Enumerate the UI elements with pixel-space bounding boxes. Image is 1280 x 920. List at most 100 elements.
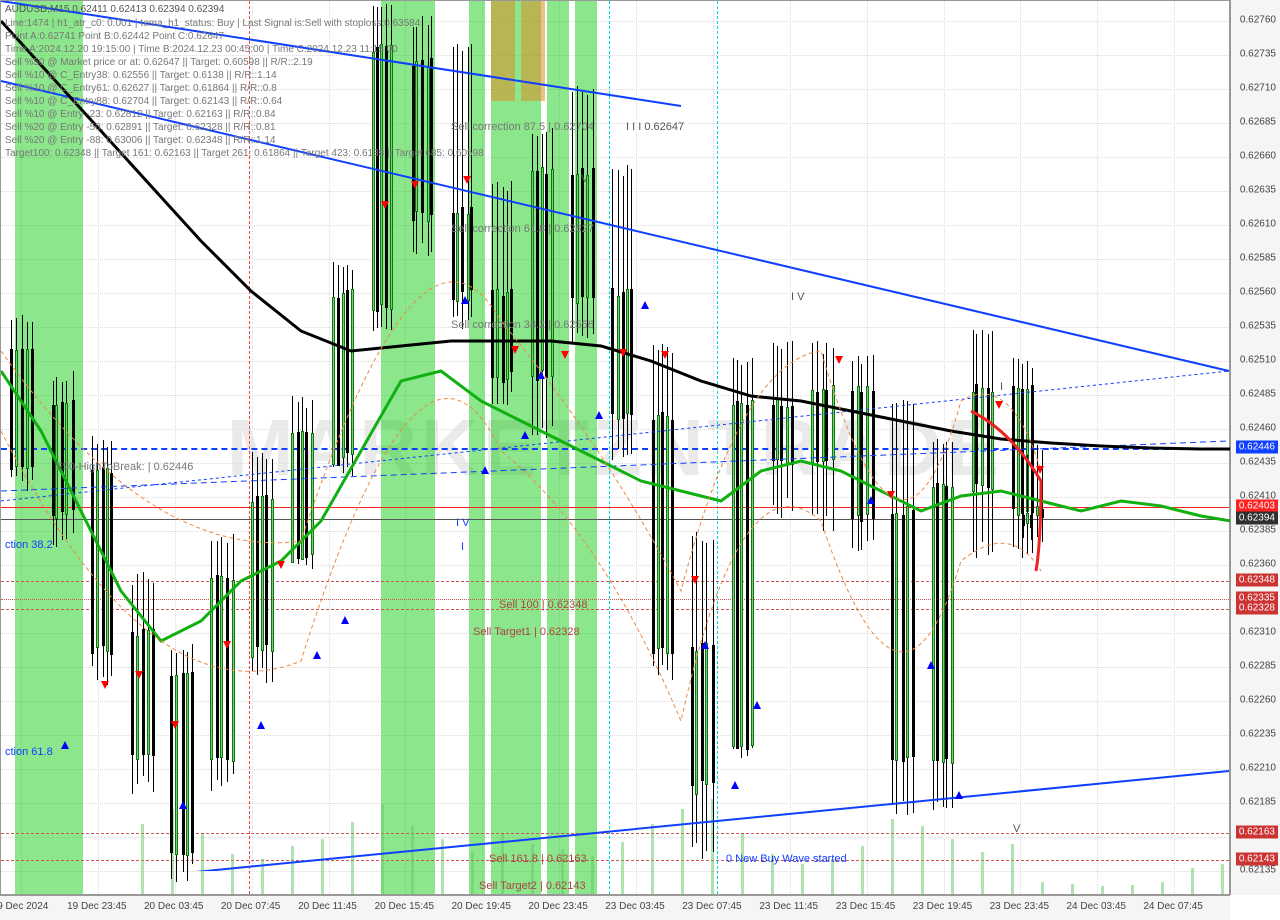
info-line-11: Target100: 0.62348 || Target 161: 0.6216… [5, 147, 484, 161]
candlestick [751, 400, 754, 746]
candlestick [975, 384, 978, 484]
candlestick [301, 431, 304, 560]
arrow-down-icon [691, 576, 699, 584]
arrow-up-icon [481, 466, 489, 474]
x-tick-label: 23 Dec 15:45 [836, 901, 896, 912]
candlestick [102, 467, 105, 646]
chart-annotation: Sell correction 38.2 | 0.62556 [451, 319, 594, 331]
horizontal-level [1, 581, 1229, 582]
y-tick-label: 0.62510 [1240, 355, 1276, 366]
chart-annotation: ction 61.8 [5, 746, 53, 758]
candlestick [261, 496, 264, 651]
candlestick [21, 349, 24, 467]
candlestick [491, 290, 494, 378]
volume-bar [951, 839, 954, 894]
candlestick [816, 392, 819, 461]
volume-bar [1131, 885, 1134, 894]
info-line-5: Sell %10 @ C_Entry38: 0.62556 || Target:… [5, 69, 277, 83]
info-line-3: Time A:2024.12.20 19:15:00 | Time B:2024… [5, 43, 398, 57]
y-tick-label: 0.62760 [1240, 15, 1276, 26]
chart-annotation: V [581, 173, 588, 185]
candlestick [376, 47, 379, 312]
candlestick [421, 60, 424, 213]
x-tick-label: 23 Dec 23:45 [990, 901, 1050, 912]
candlestick [385, 46, 388, 308]
x-tick-label: 19 Dec 23:45 [67, 901, 127, 912]
candlestick [342, 293, 345, 458]
arrow-down-icon [171, 721, 179, 729]
candlestick [1036, 506, 1039, 516]
candlestick [936, 483, 939, 760]
volume-bar [1191, 868, 1194, 894]
candlestick [851, 391, 854, 518]
x-tick-label: 24 Dec 03:45 [1067, 901, 1127, 912]
candlestick [390, 45, 393, 310]
chart-title: AUDUSD,M15 0.62411 0.62413 0.62394 0.623… [5, 3, 224, 17]
candlestick [147, 630, 150, 756]
info-line-9: Sell %20 @ Entry -50: 0.62891 || Target:… [5, 121, 276, 135]
candlestick [691, 647, 694, 786]
candlestick [732, 405, 735, 747]
candlestick [780, 406, 783, 461]
candlestick [832, 385, 835, 461]
info-line-1: Line:1474 | h1_atr_c0: 0.001 | tema_h1_s… [5, 17, 420, 31]
candlestick [576, 174, 579, 304]
chart-annotation: I [1000, 381, 1003, 393]
arrow-down-icon [511, 346, 519, 354]
chart-annotation: Sell 161.8 | 0.62163 [489, 853, 587, 865]
y-axis: 0.621350.621600.621850.622100.622350.622… [1230, 0, 1280, 895]
candlestick [1017, 388, 1020, 516]
candlestick [226, 578, 229, 761]
chart-annotation: Sell Target1 | 0.62328 [473, 626, 580, 638]
y-tick-label: 0.62385 [1240, 525, 1276, 536]
candlestick [351, 289, 354, 456]
candlestick [661, 412, 664, 648]
y-tick-label: 0.62235 [1240, 729, 1276, 740]
candlestick [291, 433, 294, 562]
y-tick-label: 0.62360 [1240, 559, 1276, 570]
candlestick [740, 403, 743, 747]
candlestick [545, 174, 548, 379]
chart-annotation: I V [791, 291, 804, 303]
y-tick-label: 0.62710 [1240, 83, 1276, 94]
candlestick [571, 175, 574, 298]
volume-bar [231, 854, 234, 894]
candlestick [186, 673, 189, 855]
candlestick [372, 52, 375, 311]
y-tick-label: 0.62660 [1240, 151, 1276, 162]
y-tick-label: 0.62610 [1240, 219, 1276, 230]
candlestick [265, 495, 268, 645]
volume-bar [201, 834, 204, 894]
candlestick [175, 675, 178, 854]
candlestick [902, 515, 905, 762]
candlestick [772, 405, 775, 461]
candlestick [191, 672, 194, 854]
candlestick [26, 349, 29, 468]
candlestick [987, 388, 990, 488]
chart-annotation: 0 New Buy Wave started [726, 853, 847, 865]
candlestick [746, 405, 749, 750]
arrow-down-icon [835, 356, 843, 364]
candlestick [611, 288, 614, 414]
candlestick [256, 496, 259, 647]
candlestick [786, 407, 789, 464]
horizontal-level [1, 833, 1229, 834]
chart-annotation: Sell Target2 | 0.62143 [479, 880, 586, 892]
candlestick [131, 632, 134, 755]
price-label: 0.62446 [1236, 441, 1278, 454]
arrow-up-icon [537, 371, 545, 379]
volume-bar [1041, 882, 1044, 894]
chart-annotation: Sell correction 87.5 | 0.62704 [451, 121, 594, 133]
volume-bar [261, 859, 264, 894]
volume-bar [861, 846, 864, 894]
x-tick-label: 20 Dec 03:45 [144, 901, 204, 912]
candlestick [182, 673, 185, 855]
candlestick [470, 207, 473, 290]
x-tick-label: 20 Dec 23:45 [528, 901, 588, 912]
candlestick [895, 513, 898, 761]
arrow-up-icon [927, 661, 935, 669]
candlestick [170, 676, 173, 853]
x-tick-label: 23 Dec 07:45 [682, 901, 742, 912]
candlestick [216, 575, 219, 758]
price-label: 0.62328 [1236, 601, 1278, 614]
